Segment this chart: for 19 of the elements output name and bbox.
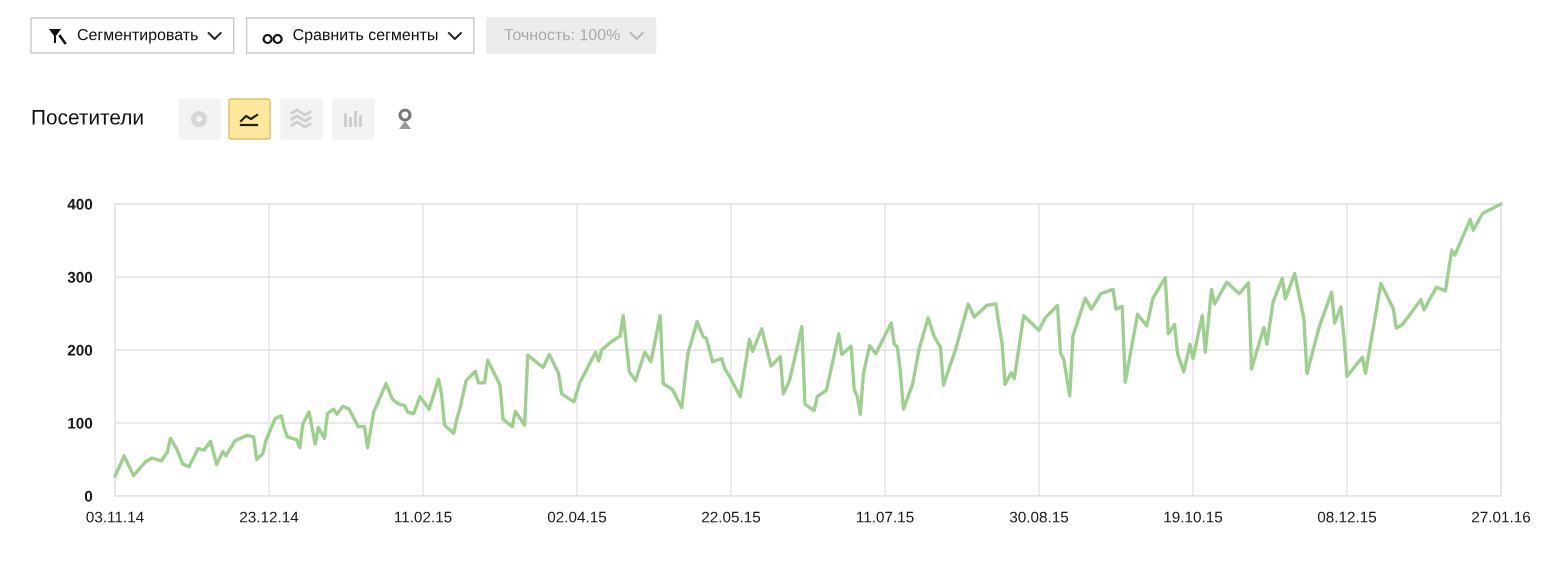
y-tick-label: 0 bbox=[84, 490, 93, 502]
x-tick-label: 27.01.16 bbox=[1472, 511, 1531, 523]
x-tick-label: 30.08.15 bbox=[1009, 511, 1069, 523]
x-tick-label: 03.11.14 bbox=[86, 511, 144, 523]
chart-title: Посетители bbox=[32, 110, 143, 125]
x-tick-label: 19.10.15 bbox=[1164, 511, 1223, 523]
y-tick-label: 300 bbox=[67, 271, 93, 283]
x-tick-label: 11.07.15 bbox=[857, 511, 914, 523]
x-tick-label: 22.05.15 bbox=[702, 511, 761, 523]
y-tick-label: 200 bbox=[67, 344, 93, 356]
x-tick-label: 23.12.14 bbox=[240, 511, 299, 523]
x-tick-label: 11.02.15 bbox=[395, 511, 452, 523]
text: Сегментировать bbox=[77, 28, 198, 44]
x-tick-label: 08.12.15 bbox=[1317, 511, 1377, 523]
text: Сравнить сегменты bbox=[293, 28, 438, 44]
text: Точность: 100% bbox=[504, 28, 620, 41]
x-tick-label: 02.04.15 bbox=[547, 511, 607, 523]
y-tick-label: 400 bbox=[67, 198, 93, 210]
y-tick-label: 100 bbox=[68, 417, 93, 429]
